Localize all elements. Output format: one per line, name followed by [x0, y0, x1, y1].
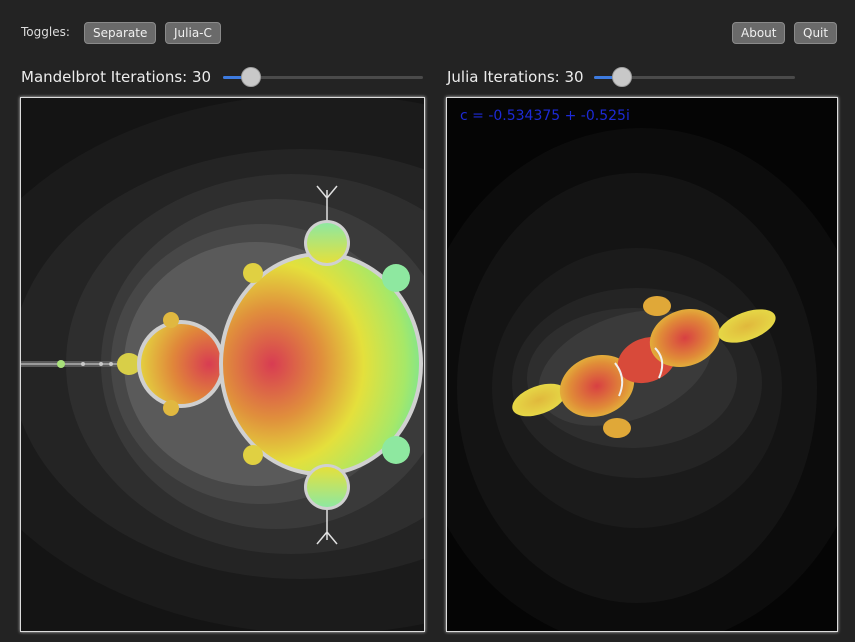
slider-track	[594, 76, 795, 79]
slider-fill	[594, 76, 623, 79]
toggles-label: Toggles:	[21, 25, 70, 39]
slider-thumb[interactable]	[241, 67, 261, 87]
mandelbrot-render	[21, 98, 424, 631]
mandelbrot-canvas[interactable]	[20, 97, 425, 632]
slider-thumb[interactable]	[612, 67, 633, 87]
julia-iterations-slider[interactable]	[594, 67, 795, 87]
about-button[interactable]: About	[732, 22, 786, 44]
mandelbrot-iterations-slider[interactable]	[223, 67, 423, 87]
julia-render	[447, 98, 837, 631]
julia-c-readout: c = -0.534375 + -0.525i	[460, 108, 630, 124]
julia-canvas[interactable]: c = -0.534375 + -0.525i	[446, 97, 838, 632]
julia-iterations-label: Julia Iterations: 30	[447, 68, 584, 86]
quit-button[interactable]: Quit	[794, 22, 838, 44]
slider-fill	[223, 76, 251, 79]
slider-track	[223, 76, 423, 79]
separate-button[interactable]: Separate	[84, 22, 157, 44]
julia-c-button[interactable]: Julia-C	[165, 22, 221, 44]
mandelbrot-iterations-label: Mandelbrot Iterations: 30	[21, 68, 212, 86]
